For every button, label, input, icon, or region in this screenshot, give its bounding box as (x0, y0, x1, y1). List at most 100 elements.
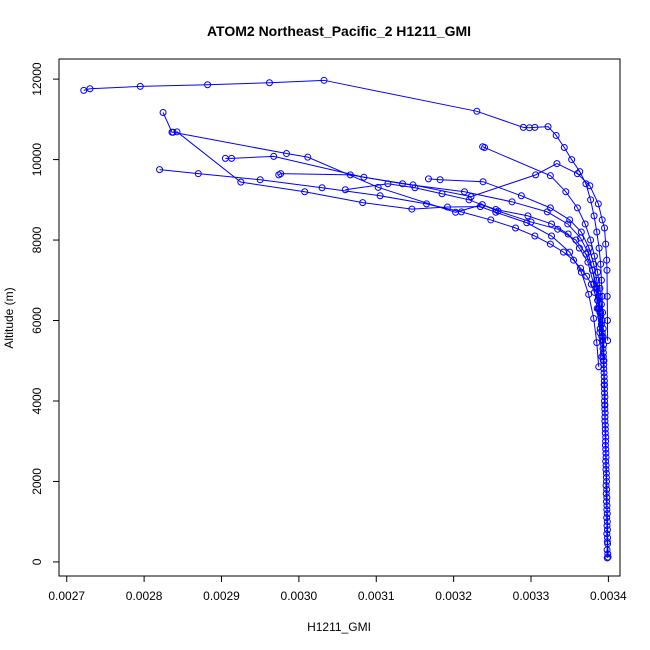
data-point (577, 234, 585, 242)
data-point (553, 160, 561, 168)
data-point (596, 329, 604, 337)
data-point (603, 317, 611, 325)
data-point (598, 333, 606, 341)
data-point (586, 182, 594, 190)
data-point (603, 554, 611, 562)
data-point (603, 266, 611, 274)
x-tick-label: 0.0032 (435, 589, 472, 603)
data-point (156, 166, 164, 174)
data-point (543, 208, 551, 216)
x-axis-label: H1211_GMI (307, 620, 371, 634)
data-point (270, 152, 278, 160)
data-point (275, 171, 283, 179)
data-point (408, 205, 416, 213)
x-tick-label: 0.0028 (126, 589, 163, 603)
data-point (568, 156, 576, 164)
series-line (162, 112, 603, 357)
data-point (531, 123, 539, 131)
y-tick-label: 4000 (30, 387, 44, 414)
y-tick-label: 6000 (30, 307, 44, 334)
series-line (278, 173, 601, 329)
x-tick-label: 0.0027 (48, 589, 85, 603)
data-point (512, 224, 520, 232)
data-point (566, 216, 574, 224)
data-point (548, 232, 556, 240)
series-line (176, 131, 600, 367)
data-point (204, 81, 212, 89)
data-point (554, 225, 562, 233)
data-point (443, 203, 451, 211)
data-point (598, 216, 606, 224)
x-tick-label: 0.0034 (590, 589, 627, 603)
data-point (595, 244, 603, 252)
data-point (573, 204, 581, 212)
y-axis-label: Altitude (m) (2, 287, 16, 348)
data-point (601, 381, 609, 389)
data-point (548, 220, 556, 228)
data-point (564, 220, 572, 228)
data-point (487, 216, 495, 224)
data-point (237, 178, 245, 186)
series-line (159, 169, 608, 558)
data-point (283, 150, 290, 158)
series-0 (156, 166, 611, 562)
data-point (594, 200, 602, 208)
data-point (360, 173, 368, 181)
data-point (597, 260, 605, 268)
series-line (345, 183, 606, 406)
data-point (277, 170, 285, 178)
data-point (581, 220, 589, 228)
data-point (602, 453, 610, 461)
data-point (601, 405, 609, 413)
x-tick-label: 0.0029 (203, 589, 240, 603)
data-point (508, 198, 516, 206)
data-point (566, 248, 574, 256)
data-point (560, 144, 568, 152)
data-point (481, 144, 489, 152)
data-point (517, 192, 525, 200)
data-point (593, 339, 601, 347)
data-point (436, 176, 444, 184)
data-point (341, 186, 349, 194)
data-point (597, 276, 605, 284)
data-point (602, 437, 610, 445)
data-point (465, 196, 473, 204)
data-point (86, 85, 94, 93)
data-point (301, 188, 309, 196)
data-point (602, 469, 610, 477)
data-point (546, 240, 554, 248)
data-point (583, 272, 591, 280)
data-point (159, 109, 167, 117)
data-point (589, 266, 597, 274)
data-point (524, 212, 532, 220)
data-point (304, 153, 312, 161)
data-point (479, 178, 487, 186)
data-point (424, 175, 432, 183)
data-point (320, 76, 328, 84)
data-point (601, 401, 609, 409)
series-8 (341, 180, 609, 409)
data-point (256, 176, 264, 184)
data-point (603, 530, 611, 538)
data-point (577, 268, 585, 276)
data-point (587, 236, 595, 244)
y-axis: 0 2000 4000 6000 8000 10000 12000 (30, 62, 60, 565)
data-point (603, 518, 611, 526)
data-point (570, 256, 578, 264)
series-line (225, 155, 609, 341)
series-6 (159, 109, 606, 361)
x-axis: 0.0027 0.0028 0.0029 0.0030 0.0031 0.0032 0.00… (48, 575, 627, 603)
data-point (532, 171, 540, 179)
data-point (376, 192, 384, 200)
data-point (136, 82, 144, 90)
data-point (546, 172, 554, 180)
series-7 (173, 128, 603, 371)
series-line (83, 79, 609, 554)
y-tick-label: 10000 (30, 143, 44, 177)
y-tick-label: 12000 (30, 62, 44, 96)
x-tick-label: 0.0030 (281, 589, 318, 603)
data-point (318, 184, 326, 192)
data-point (590, 315, 598, 323)
data-point (587, 196, 595, 204)
data-point (595, 363, 603, 371)
